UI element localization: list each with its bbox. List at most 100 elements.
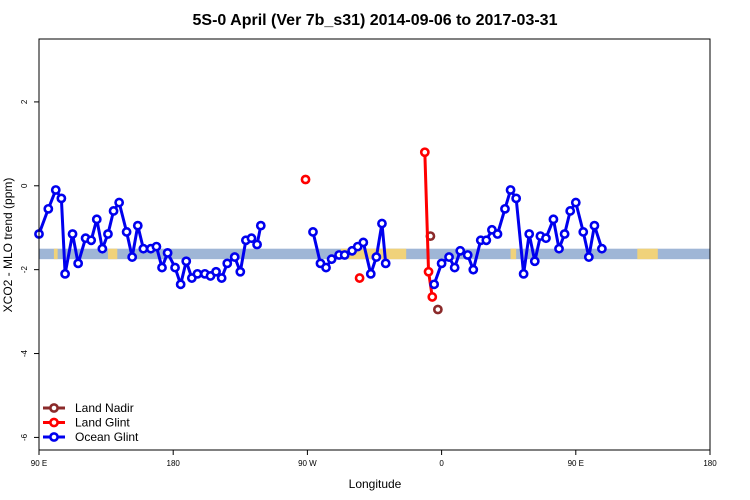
data-point <box>127 252 138 262</box>
data-point <box>103 229 113 239</box>
data-point <box>371 252 382 262</box>
data-point <box>429 279 440 290</box>
data-point <box>114 197 125 208</box>
data-point <box>559 229 570 239</box>
data-point <box>436 258 447 269</box>
y-tick-label: -6 <box>20 433 29 441</box>
data-point <box>505 185 516 195</box>
data-point <box>255 220 266 231</box>
data-point <box>192 268 203 279</box>
data-point <box>235 266 246 277</box>
data-point <box>157 262 167 273</box>
data-point <box>43 203 54 214</box>
data-point <box>222 258 233 269</box>
data-point <box>138 243 149 254</box>
data-point <box>339 250 350 260</box>
land-band-segment <box>107 248 118 260</box>
data-point <box>578 227 589 237</box>
data-point <box>529 256 540 267</box>
data-point <box>162 247 173 258</box>
y-tick-label: -2 <box>20 266 29 274</box>
data-point <box>91 214 102 225</box>
legend-label: Land Glint <box>75 416 130 430</box>
x-tick-label: 180 <box>703 459 717 468</box>
data-point <box>181 256 192 267</box>
legend-item: Land Nadir <box>43 401 134 415</box>
data-point <box>121 227 132 237</box>
x-tick-label: 180 <box>167 459 181 468</box>
data-point <box>73 258 84 269</box>
data-point <box>449 262 460 273</box>
data-point <box>511 193 522 204</box>
data-point <box>541 233 551 244</box>
data-point <box>308 227 318 237</box>
land-band-segment <box>637 248 658 260</box>
data-point <box>97 243 108 254</box>
data-point <box>380 258 391 269</box>
data-point <box>326 254 337 265</box>
data-point <box>175 279 186 290</box>
y-tick-label: 2 <box>20 99 29 104</box>
data-point <box>455 245 466 256</box>
data-point <box>432 304 443 315</box>
legend-label: Ocean Glint <box>75 430 139 444</box>
legend-label: Land Nadir <box>75 401 134 415</box>
chart-title: 5S-0 April (Ver 7b_s31) 2014-09-06 to 20… <box>193 12 558 29</box>
y-axis-title: XCO2 - MLO trend (ppm) <box>1 178 15 313</box>
data-point <box>596 243 607 254</box>
data-point <box>358 237 369 248</box>
data-point <box>229 252 240 262</box>
data-point <box>50 185 61 195</box>
land-band-segment <box>510 248 517 260</box>
x-axis-title: Longitude <box>349 477 402 491</box>
data-point <box>354 273 365 283</box>
data-point <box>589 220 600 231</box>
data-point <box>252 239 262 250</box>
data-point <box>492 229 503 239</box>
data-point <box>67 229 78 239</box>
legend-item: Land Glint <box>43 416 130 430</box>
data-point <box>377 218 387 229</box>
y-tick-label: -4 <box>20 349 29 357</box>
x-tick-label: 90 E <box>568 459 584 468</box>
data-point <box>56 193 67 204</box>
data-point <box>583 252 594 262</box>
data-point <box>151 241 162 252</box>
data-point <box>444 252 454 262</box>
data-point <box>423 266 434 277</box>
data-point <box>216 273 227 283</box>
data-point <box>132 220 143 231</box>
y-tick-label: 0 <box>20 183 29 188</box>
data-point <box>427 292 438 302</box>
data-point <box>321 262 331 273</box>
legend-marker <box>49 403 59 413</box>
legend-marker <box>49 432 59 442</box>
data-point <box>246 233 257 244</box>
data-point <box>518 268 529 279</box>
legend-item: Ocean Glint <box>43 430 139 444</box>
data-point <box>481 235 492 246</box>
data-point <box>524 229 535 239</box>
data-point <box>86 235 97 246</box>
data-point <box>462 250 473 260</box>
x-tick-label: 0 <box>439 459 444 468</box>
data-point <box>468 264 479 275</box>
data-point <box>170 262 180 273</box>
data-point <box>108 206 119 216</box>
data-point <box>554 243 564 254</box>
data-point <box>500 203 510 214</box>
x-tick-label: 90 W <box>298 459 317 468</box>
data-point <box>60 268 70 279</box>
series-land-glint <box>300 147 438 302</box>
plot-frame <box>38 38 711 451</box>
data-point <box>565 206 576 216</box>
series-ocean-glint <box>34 185 607 290</box>
data-point <box>365 268 376 279</box>
legend-marker <box>49 417 59 428</box>
data-point <box>419 147 430 158</box>
data-point <box>300 174 311 185</box>
data-point <box>570 197 581 208</box>
data-point <box>548 214 559 225</box>
